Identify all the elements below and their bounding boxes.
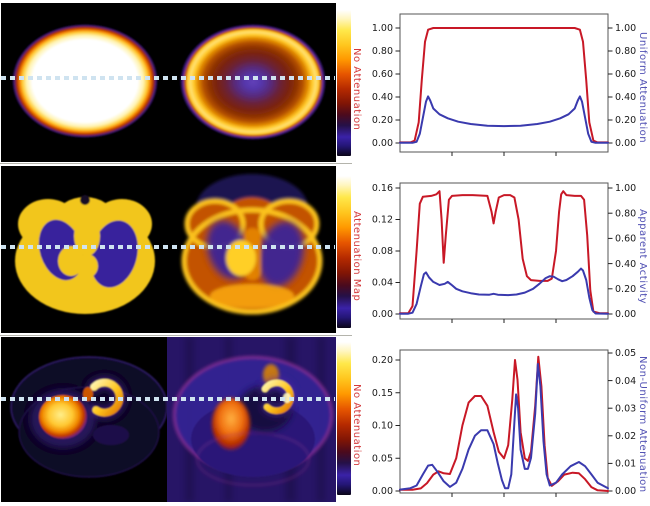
right-tick-label: 0.80 xyxy=(615,208,636,219)
left-tick-label: 0.00 xyxy=(372,486,393,497)
myocardium-ring xyxy=(90,378,124,417)
row-divider xyxy=(0,335,352,336)
left-tick-label: 0.15 xyxy=(372,388,393,399)
row-divider xyxy=(0,163,352,164)
left-tick-label: 0.80 xyxy=(372,46,393,57)
right-tick-label: 1.00 xyxy=(615,23,636,34)
right-tick-label: 0.00 xyxy=(615,309,636,320)
plot-frame xyxy=(399,13,609,153)
profile-chart-row1: 0.00 0.20 0.40 0.60 0.80 1.00 0.00 0.20 0.40 0.60… xyxy=(372,13,636,156)
row1-right-axis-title: Uniform Attenuation xyxy=(637,32,648,144)
profile-line-row3 xyxy=(1,397,335,401)
right-tick-label: 0.40 xyxy=(615,259,636,270)
left-tick-label: 0.00 xyxy=(372,309,393,320)
profile-chart-row3: 0.00 0.05 0.10 0.15 0.20 0.00 0.01 0.02 0.03 0.04… xyxy=(372,348,636,497)
plot-frame xyxy=(399,182,609,320)
intensity-colorbar-row2 xyxy=(337,176,351,328)
intensity-colorbar-row3 xyxy=(337,342,351,495)
row2-right-axis-title: Apparent Activity xyxy=(637,208,648,305)
right-tick-label: 0.20 xyxy=(615,284,636,295)
profile-curve-left xyxy=(399,190,609,315)
left-tick-label: 1.00 xyxy=(372,23,393,34)
right-tick-label: 0.60 xyxy=(615,69,636,80)
left-tick-label: 0.16 xyxy=(372,183,393,194)
left-tick-label: 0.40 xyxy=(372,92,393,103)
right-tick-label: 0.03 xyxy=(615,403,636,414)
myocardium-ring xyxy=(261,379,294,415)
profile-curve-right xyxy=(399,267,609,315)
profile-curve-left xyxy=(399,355,609,492)
left-tick-label: 0.12 xyxy=(372,215,393,226)
left-tick-label: 0.20 xyxy=(372,115,393,126)
right-tick-label: 0.00 xyxy=(615,486,636,497)
liver-hotspot xyxy=(212,398,250,450)
row3-right-axis-title: Non-Uniform Attenuation xyxy=(637,355,648,493)
profile-curve-right xyxy=(399,363,609,491)
left-tick-label: 0.60 xyxy=(372,69,393,80)
right-tick-label: 0.40 xyxy=(615,92,636,103)
cardiac-no-attenuation-image xyxy=(1,337,167,502)
ellipse-phantom-attenuated-image xyxy=(180,24,326,140)
right-tick-label: 0.00 xyxy=(615,138,636,149)
left-tick-label: 0.20 xyxy=(372,355,393,366)
profile-curve-right xyxy=(399,95,609,144)
right-tick-label: 0.20 xyxy=(615,115,636,126)
row3-left-axis-title: No Attenuation xyxy=(351,384,362,467)
profile-line-row2 xyxy=(1,245,335,249)
profile-line-row1 xyxy=(1,76,335,80)
cardiac-nonuniform-attenuation-image xyxy=(167,337,336,502)
intensity-colorbar-row1 xyxy=(337,10,351,156)
right-tick-label: 0.60 xyxy=(615,234,636,245)
left-tick-label: 0.08 xyxy=(372,246,393,257)
thorax-phantom-images xyxy=(1,166,336,333)
right-tick-label: 0.80 xyxy=(615,46,636,57)
profile-chart-row2: 0.00 0.04 0.08 0.12 0.16 0.00 0.20 0.40 0.60 0.80… xyxy=(372,182,636,323)
right-tick-label: 0.02 xyxy=(615,431,636,442)
profile-curve-left xyxy=(399,27,609,144)
right-tick-label: 0.04 xyxy=(615,376,636,387)
left-tick-label: 0.10 xyxy=(372,421,393,432)
right-tick-label: 0.05 xyxy=(615,348,636,359)
left-tick-label: 0.04 xyxy=(372,278,393,289)
uniform-phantom-images xyxy=(1,3,336,162)
row2-left-axis-title: Attenuation Map xyxy=(351,210,362,302)
ellipse-phantom-true-image xyxy=(12,24,158,138)
row1-left-axis-title: No Attenuation xyxy=(351,47,362,131)
plot-frame xyxy=(399,349,609,494)
left-tick-label: 0.00 xyxy=(372,138,393,149)
right-tick-label: 1.00 xyxy=(615,183,636,194)
liver-hotspot xyxy=(39,395,87,439)
attenuation-map-blurred-image xyxy=(181,174,323,315)
right-tick-label: 0.01 xyxy=(615,459,636,470)
attenuation-map-true-image xyxy=(15,195,155,314)
left-tick-label: 0.05 xyxy=(372,453,393,464)
